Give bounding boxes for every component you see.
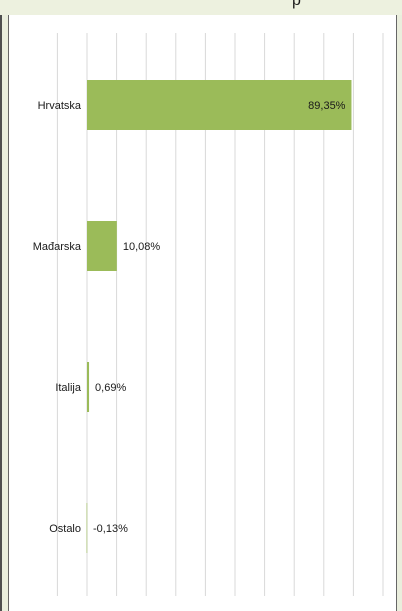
bar-hrvatska: [87, 80, 352, 130]
value-labels: 89,35% 10,08% 0,69% -0,13%: [93, 100, 346, 535]
data-label: 0,69%: [95, 382, 126, 394]
title-strip: p: [0, 0, 402, 15]
bar-italija: [87, 362, 90, 412]
bar-ostalo: [86, 503, 88, 553]
left-border: [0, 0, 2, 611]
category-label: Mađarska: [33, 241, 82, 253]
bars: [86, 80, 352, 553]
title-fragment: p: [292, 0, 301, 9]
data-label: 10,08%: [123, 241, 161, 253]
data-label: -0,13%: [93, 523, 128, 535]
bar-mađarska: [87, 221, 117, 271]
category-label: Hrvatska: [38, 100, 82, 112]
category-label: Ostalo: [49, 523, 81, 535]
data-label: 89,35%: [308, 100, 346, 112]
category-label: Italija: [55, 382, 82, 394]
category-labels: Hrvatska Mađarska Italija Ostalo: [33, 100, 82, 535]
